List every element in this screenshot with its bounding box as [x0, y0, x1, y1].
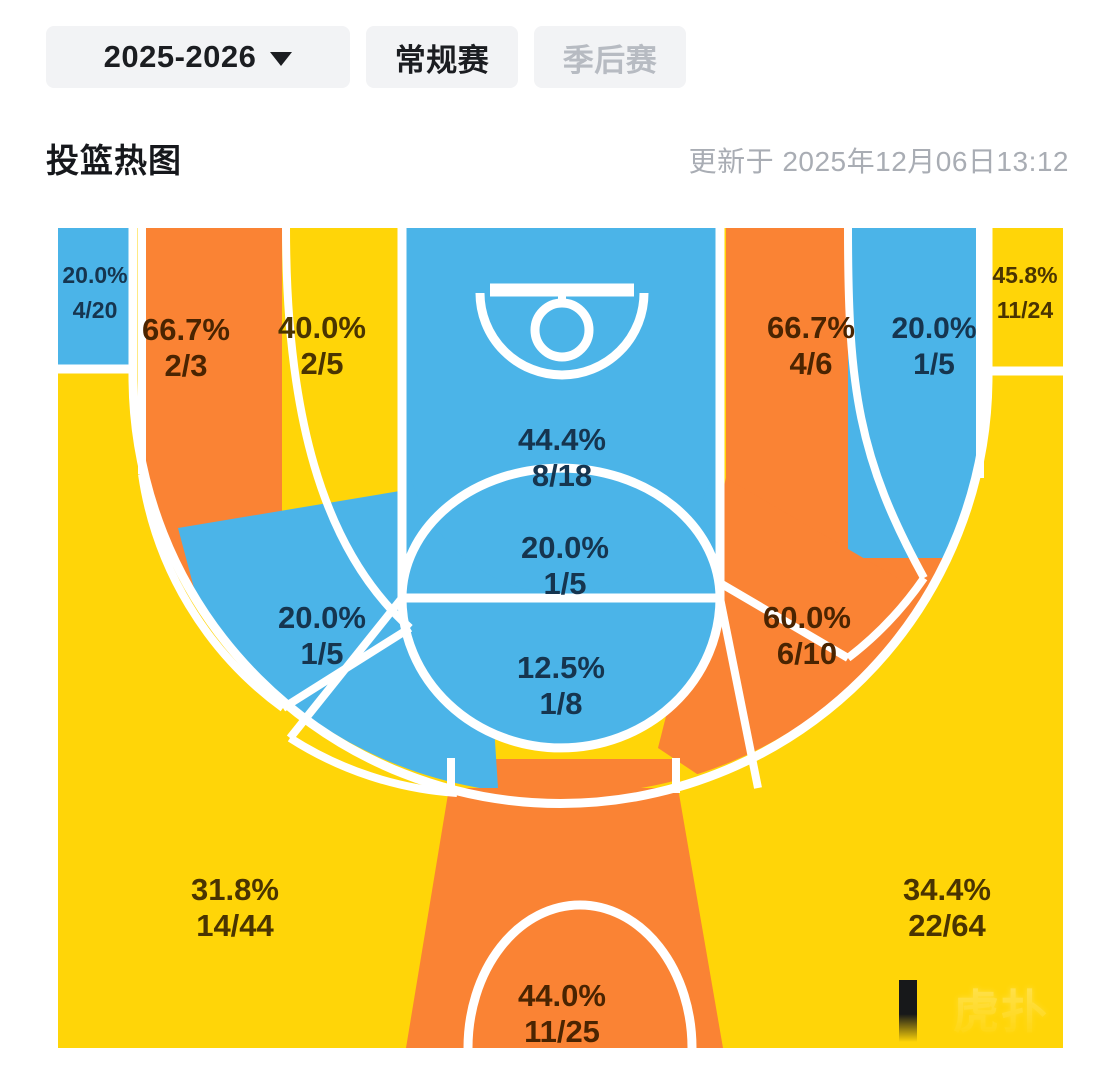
- zone-label-left-wing-3-frac: 14/44: [196, 908, 274, 943]
- sep-right-wing-mid: [844, 228, 928, 580]
- top-key-inner-arc: [463, 900, 697, 1048]
- zone-label-right-elbow-mid-frac: 6/10: [777, 636, 837, 671]
- sep-right-elbow-bottom: [716, 597, 762, 789]
- zone-label-restricted-area-pct: 44.4%: [518, 422, 606, 457]
- shot-chart-svg: 20.0% 4/20 66.7% 2/3 40.0% 2/5 44.4% 8/1…: [58, 228, 1063, 1048]
- zone-label-left-baseline-mid-frac: 2/3: [164, 348, 207, 383]
- zone-label-free-throw-mid-frac: 1/8: [539, 686, 582, 721]
- zone-label-right-wing-mid-frac: 1/5: [913, 348, 955, 381]
- zone-label-left-elbow-mid-pct: 20.0%: [278, 600, 366, 635]
- zone-label-right-baseline-mid-pct: 66.7%: [767, 310, 855, 345]
- zone-label-right-elbow-mid-pct: 60.0%: [763, 600, 851, 635]
- zone-right-corner-3-top: [985, 228, 1063, 371]
- sep-left-mid-outer: [138, 473, 286, 712]
- sep-right-mid-outer: [845, 575, 928, 662]
- sep-left-wing-mid: [282, 228, 413, 631]
- zone-label-right-wing-3-pct: 34.4%: [903, 872, 991, 907]
- page-title: 投篮热图: [46, 142, 182, 179]
- zone-right-wing-mid: [848, 228, 988, 558]
- watermark-bar: [899, 980, 917, 1042]
- zone-label-free-throw-mid-pct: 12.5%: [517, 650, 605, 685]
- zone-label-left-wing-mid-pct: 40.0%: [278, 310, 366, 345]
- paint-box-line: [397, 228, 725, 603]
- zone-label-left-corner-3-frac: 4/20: [73, 297, 118, 323]
- zone-label-left-wing-mid-frac: 2/5: [300, 346, 343, 381]
- free-throw-circle-top: [397, 463, 725, 599]
- shot-chart: 20.0% 4/20 66.7% 2/3 40.0% 2/5 44.4% 8/1…: [58, 228, 1063, 1048]
- zone-label-right-corner-3-frac: 11/24: [997, 297, 1053, 323]
- sep-right-elbow: [717, 579, 851, 662]
- zone-left-corner-3-top: [58, 228, 132, 369]
- zone-label-left-baseline-mid-pct: 66.7%: [142, 312, 230, 347]
- zone-label-right-wing-mid-pct: 20.0%: [891, 312, 976, 345]
- zone-label-right-corner-3-pct: 45.8%: [992, 262, 1057, 288]
- zone-label-right-baseline-mid-frac: 4/6: [789, 346, 832, 381]
- sep-left-elbow-outer: [287, 734, 458, 797]
- zone-label-left-corner-3-pct: 20.0%: [62, 262, 127, 288]
- zone-label-top-key-3-frac: 11/25: [524, 1014, 600, 1048]
- tab-playoffs[interactable]: 季后赛: [534, 26, 686, 88]
- top-key-3-arc: [468, 908, 688, 1048]
- tab-regular-season[interactable]: 常规赛: [366, 26, 518, 88]
- zone-label-top-key-3-pct: 44.0%: [518, 978, 606, 1013]
- tab-playoffs-label: 季后赛: [562, 42, 658, 78]
- chevron-down-icon: [270, 52, 293, 66]
- season-selector[interactable]: 2025-2026: [46, 26, 350, 88]
- zone-label-right-wing-3-frac: 22/64: [908, 908, 986, 943]
- sep-left-elbow-bottom: [286, 595, 406, 741]
- zone-label-left-elbow-mid-frac: 1/5: [300, 636, 343, 671]
- zone-label-left-wing-3-pct: 31.8%: [191, 872, 279, 907]
- free-throw-circle-bottom: [397, 597, 725, 753]
- filter-toolbar: 2025-2026 常规赛 季后赛: [46, 26, 686, 88]
- zone-label-restricted-area-frac: 8/18: [532, 458, 592, 493]
- zone-label-paint-non-ra-pct: 20.0%: [521, 530, 609, 565]
- three-point-arc: [128, 228, 993, 808]
- three-point-outside-left: [58, 228, 561, 1048]
- restricted-area-arc: [475, 292, 649, 380]
- season-selector-label: 2025-2026: [103, 39, 257, 74]
- zone-label-paint-non-ra-frac: 1/5: [543, 566, 586, 601]
- updated-timestamp: 更新于 2025年12月06日13:12: [688, 146, 1069, 177]
- zone-free-throw-mid: [402, 598, 720, 748]
- tab-regular-season-label: 常规赛: [394, 42, 490, 78]
